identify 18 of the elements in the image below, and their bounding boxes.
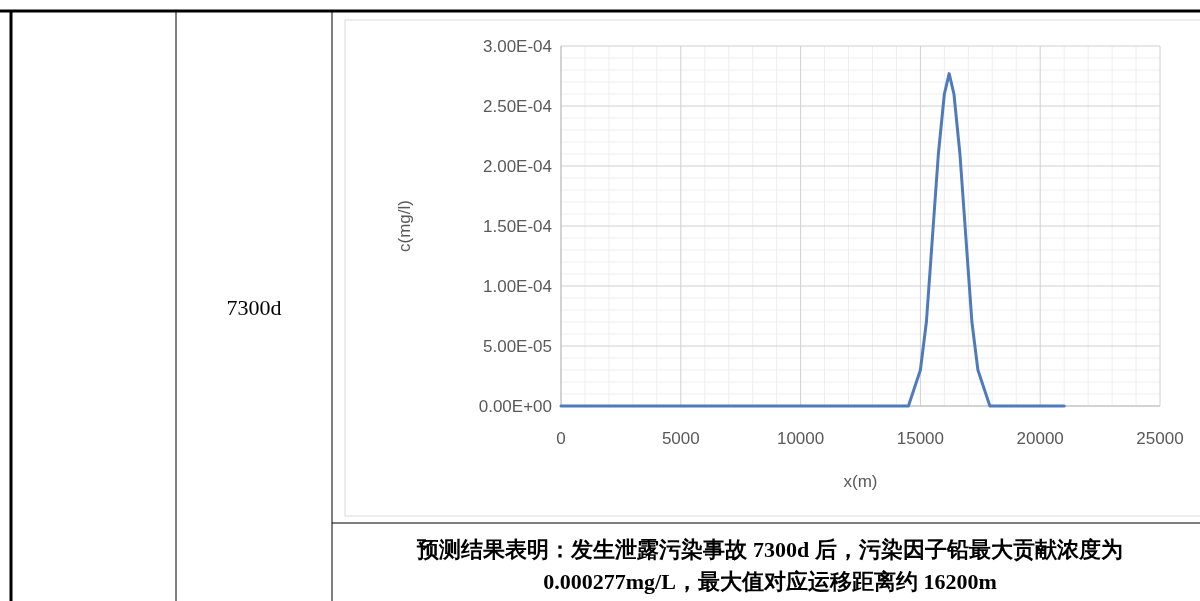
x-tick-label: 10000 — [776, 429, 825, 448]
y-tick-label: 2.50E-04 — [483, 97, 552, 116]
x-tick-label: 25000 — [1136, 429, 1184, 448]
y-tick-label: 1.50E-04 — [483, 217, 552, 236]
line-series — [559, 72, 1066, 408]
y-tick-label: 0.00E+00 — [478, 397, 552, 416]
x-axis-title: x(m) — [843, 472, 878, 491]
y-tick-label: 5.00E-05 — [483, 337, 552, 356]
text: 7300d — [225, 295, 283, 321]
x-tick-label: 20000 — [1016, 429, 1064, 448]
x-tick-label: 15000 — [896, 429, 945, 448]
x-tick-label: 0 — [556, 429, 566, 448]
y-axis-title: c(mg/l) — [395, 200, 414, 252]
y-tick-label: 3.00E-04 — [483, 37, 552, 56]
y-tick-label: 2.00E-04 — [483, 157, 552, 176]
y-tick-label: 1.00E-04 — [483, 277, 552, 296]
x-tick-label: 5000 — [661, 429, 700, 448]
text: 预测结果表明：发生泄露污染事故 7300d 后，污染因子铅最大贡献浓度为 0.000277mg/L，最大值对应运移距离约 16200m — [415, 536, 1124, 596]
